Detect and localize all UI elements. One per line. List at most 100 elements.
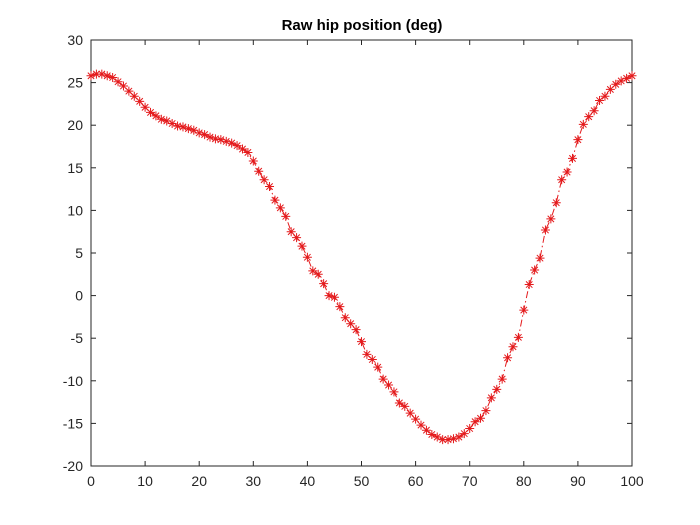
data-point: [237, 144, 247, 154]
plot-area: [90, 39, 633, 467]
data-point: [557, 175, 567, 185]
data-point: [292, 233, 302, 243]
data-point: [454, 432, 464, 442]
data-point: [329, 292, 339, 302]
data-point: [470, 417, 480, 427]
data-point: [595, 95, 605, 105]
data-point: [616, 76, 626, 86]
data-point: [335, 302, 345, 312]
data-point: [389, 387, 399, 397]
data-point: [86, 71, 96, 81]
x-tick-label: 80: [516, 473, 532, 489]
data-point: [421, 425, 431, 435]
data-point: [443, 435, 453, 445]
y-tick-label: 0: [75, 288, 83, 304]
data-point: [227, 138, 237, 148]
data-point: [286, 227, 296, 237]
x-tick-label: 30: [246, 473, 262, 489]
data-point: [562, 167, 572, 177]
data-point: [340, 313, 350, 323]
data-point: [411, 414, 421, 424]
x-tick-label: 90: [570, 473, 586, 489]
data-point: [357, 337, 366, 347]
x-tick-label: 0: [87, 473, 95, 489]
data-point: [497, 374, 507, 384]
data-point: [265, 182, 275, 192]
data-point: [481, 406, 491, 416]
x-tick-label: 60: [408, 473, 424, 489]
data-point: [205, 132, 215, 142]
y-tick-label: 25: [67, 75, 83, 91]
data-point: [275, 203, 285, 213]
y-tick-label: 5: [75, 245, 83, 261]
data-point: [600, 91, 610, 101]
data-point: [362, 349, 372, 359]
data-point: [405, 408, 415, 418]
data-point: [346, 319, 356, 329]
data-point: [584, 112, 594, 122]
data-point: [546, 214, 556, 224]
data-point: [573, 135, 583, 145]
data-point: [551, 198, 561, 208]
y-tick-label: 15: [67, 160, 83, 176]
data-point: [432, 432, 442, 442]
data-point: [427, 429, 437, 439]
data-point: [232, 141, 242, 151]
data-point: [167, 118, 177, 128]
data-point: [118, 81, 128, 91]
x-tick-label: 10: [137, 473, 153, 489]
data-point: [216, 135, 226, 145]
data-point: [108, 72, 118, 82]
data-point: [459, 429, 469, 439]
series-layer: [86, 69, 637, 445]
data-point: [524, 280, 534, 290]
data-point: [567, 153, 577, 163]
data-point: [302, 252, 312, 262]
data-point: [589, 106, 599, 116]
data-point: [351, 325, 361, 335]
data-point: [540, 225, 550, 235]
data-point: [200, 130, 210, 140]
data-point: [535, 253, 545, 263]
x-tick-label: 100: [620, 473, 644, 489]
data-point: [578, 119, 588, 129]
chart-title: Raw hip position (deg): [282, 17, 443, 34]
data-point: [378, 374, 388, 384]
data-point: [156, 114, 166, 124]
data-point: [194, 128, 204, 138]
data-point: [513, 332, 523, 342]
data-point: [254, 166, 264, 176]
data-point: [281, 211, 291, 221]
axis-ticks: 0 10 20 30 40 50 60 70 80 90 100 -20 -15 -10 -5 0 5 10 15 2…: [63, 32, 644, 489]
data-point: [313, 269, 323, 279]
data-point: [384, 380, 394, 390]
data-point: [465, 424, 475, 434]
data-point: [162, 116, 172, 126]
data-point: [173, 121, 183, 131]
data-point: [210, 134, 220, 144]
data-point: [394, 398, 404, 408]
y-tick-label: -15: [63, 415, 83, 431]
x-tick-label: 50: [354, 473, 370, 489]
data-point: [248, 156, 258, 166]
y-tick-label: -10: [63, 373, 83, 389]
data-point: [438, 435, 448, 445]
data-point: [102, 71, 112, 81]
data-point: [178, 122, 188, 132]
data-point: [367, 355, 377, 364]
data-point: [135, 96, 145, 106]
data-point: [243, 147, 253, 157]
data-point: [189, 125, 199, 135]
data-point: [308, 266, 318, 276]
y-tick-label: 20: [67, 117, 83, 133]
data-point: [140, 102, 150, 112]
data-point: [124, 86, 134, 96]
data-point: [270, 195, 280, 205]
data-point: [416, 420, 426, 430]
data-point: [508, 342, 518, 352]
data-point: [486, 393, 496, 403]
data-point: [319, 279, 329, 289]
data-point: [622, 73, 632, 83]
data-point: [259, 175, 269, 185]
